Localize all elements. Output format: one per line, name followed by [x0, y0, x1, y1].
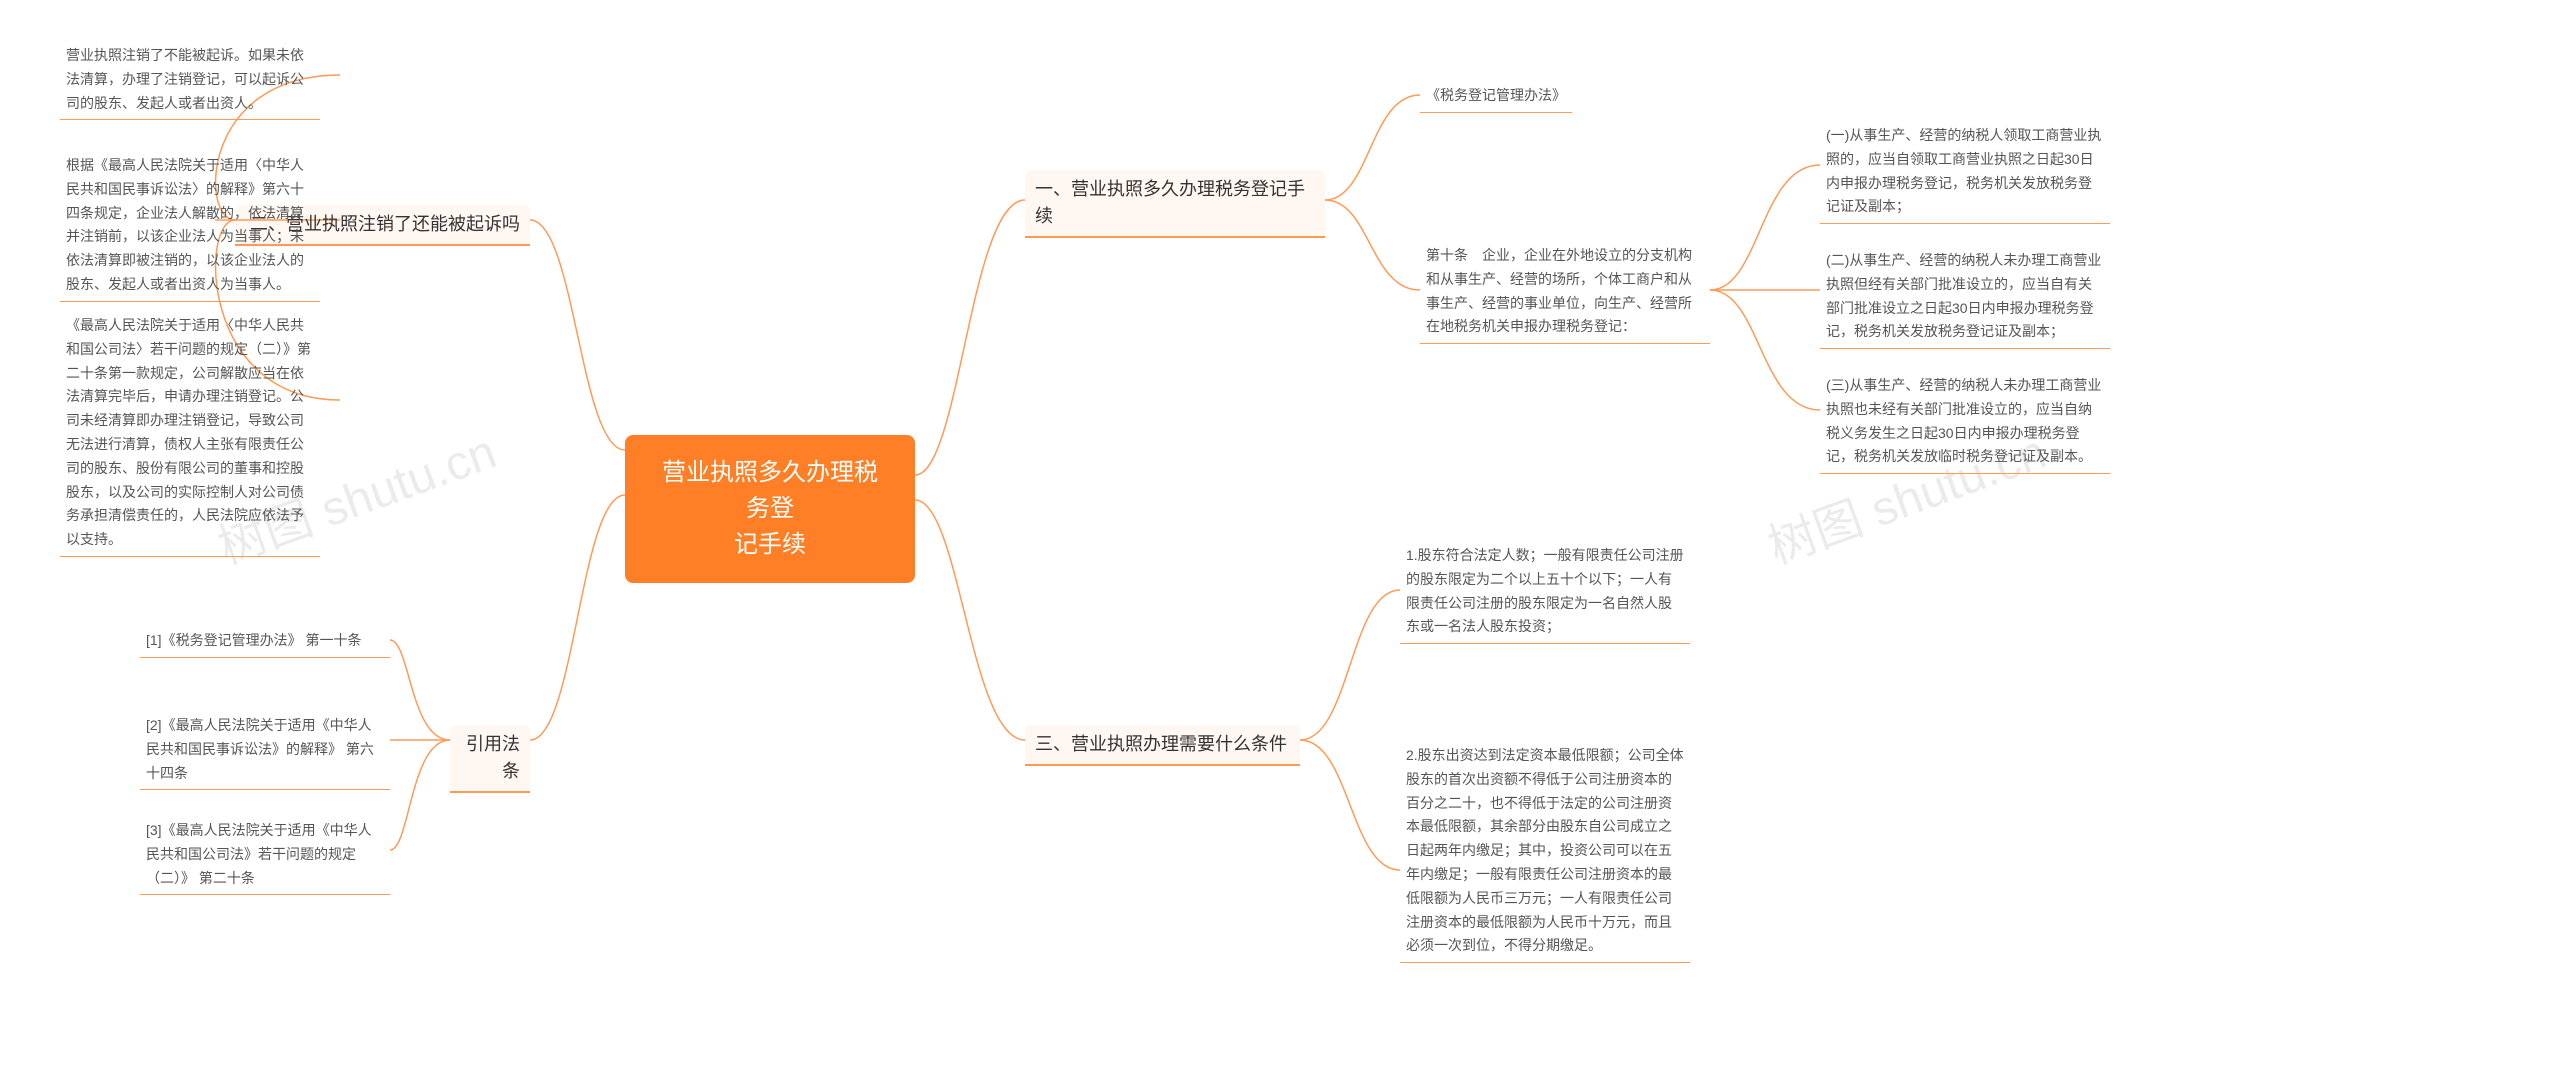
connector-lines	[0, 0, 2560, 1089]
ref-1: [1]《税务登记管理办法》 第一十条	[140, 625, 390, 658]
section-refs: 引用法条	[450, 725, 530, 793]
s2-child-1: 营业执照注销了不能被起诉。如果未依法清算，办理了注销登记，可以起诉公司的股东、发…	[60, 40, 320, 120]
s1-child-1: 《税务登记管理办法》	[1420, 80, 1572, 113]
ref-2: [2]《最高人民法院关于适用《中华人民共和国民事诉讼法》的解释》 第六十四条	[140, 710, 390, 790]
s1-grandchild-c: (三)从事生产、经营的纳税人未办理工商营业执照也未经有关部门批准设立的，应当自纳…	[1820, 370, 2110, 474]
s1-child-2: 第十条 企业，企业在外地设立的分支机构和从事生产、经营的场所，个体工商户和从事生…	[1420, 240, 1710, 344]
s1-grandchild-b: (二)从事生产、经营的纳税人未办理工商营业执照但经有关部门批准设立的，应当自有关…	[1820, 245, 2110, 349]
s3-child-1: 1.股东符合法定人数；一般有限责任公司注册的股东限定为二个以上五十个以下；一人有…	[1400, 540, 1690, 644]
section-1: 一、营业执照多久办理税务登记手续	[1025, 170, 1325, 238]
s3-child-2: 2.股东出资达到法定资本最低限额；公司全体股东的首次出资额不得低于公司注册资本的…	[1400, 740, 1690, 963]
ref-3: [3]《最高人民法院关于适用《中华人民共和国公司法》若干问题的规定（二）》 第二…	[140, 815, 390, 895]
section-3: 三、营业执照办理需要什么条件	[1025, 725, 1300, 766]
center-node: 营业执照多久办理税务登记手续	[625, 435, 915, 583]
s1-grandchild-a: (一)从事生产、经营的纳税人领取工商营业执照的，应当自领取工商营业执照之日起30…	[1820, 120, 2110, 224]
s2-child-2: 根据《最高人民法院关于适用〈中华人民共和国民事诉讼法〉的解释》第六十四条规定，企…	[60, 150, 320, 302]
s2-child-3: 《最高人民法院关于适用〈中华人民共和国公司法〉若干问题的规定（二）》第二十条第一…	[60, 310, 320, 557]
